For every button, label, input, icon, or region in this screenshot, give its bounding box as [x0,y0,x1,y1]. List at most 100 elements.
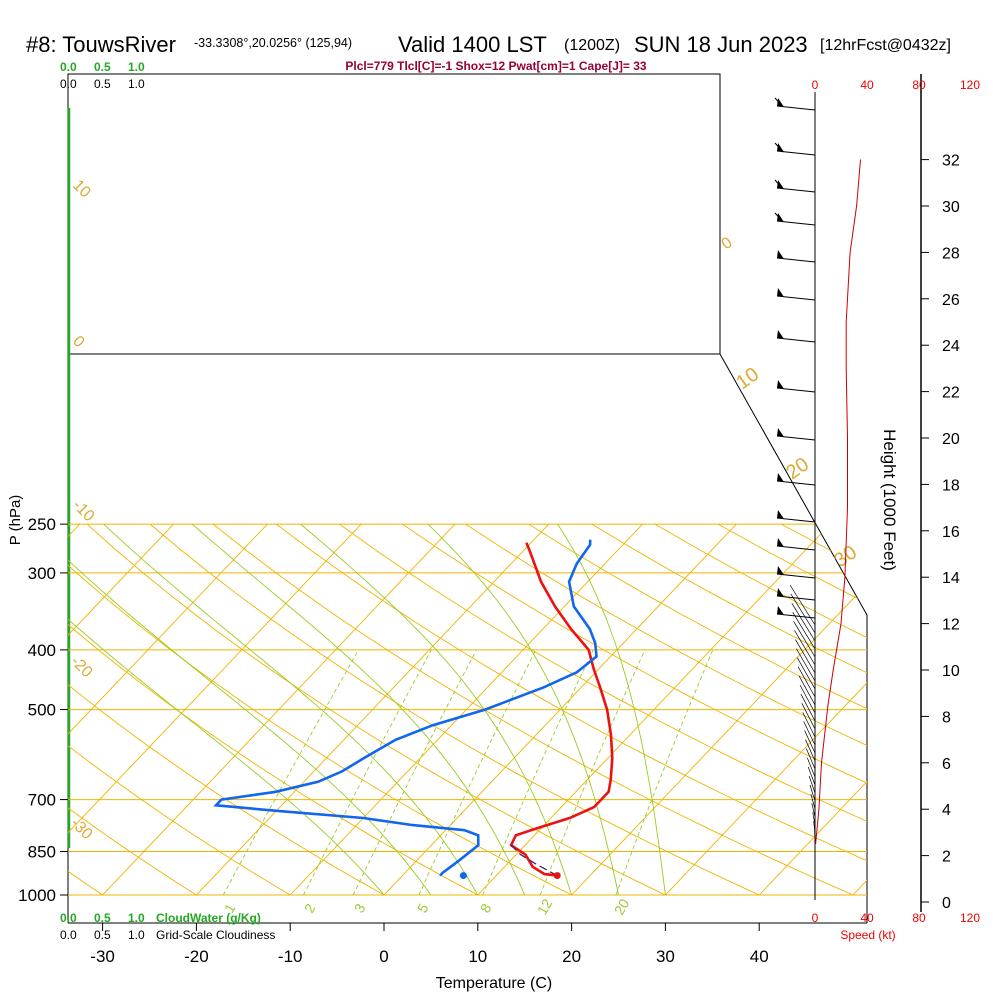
x-tick-label: 10 [468,947,487,966]
wind-barb [809,784,816,802]
plot-frame-left [67,73,721,355]
mixing-ratio-labels: 1 2 3 5 8 12 20 [221,896,633,918]
wind-barb-flag [777,510,784,519]
wind-speed-axis: 0 40 80 120 0 40 80 120 Speed (kt) [812,78,981,942]
height-tick-label: 30 [942,199,960,216]
height-tick-label: 20 [942,431,960,448]
valid-date: SUN 18 Jun 2023 [634,32,808,57]
wind-barb-flag [777,428,784,437]
mixing-ratio-line [303,649,432,896]
isotherm-label: -10 [69,497,97,525]
wind-barb [796,657,816,690]
station-location: -33.3308°,20.0256° (125,94) [194,36,352,50]
wind-top-tick-0: 0 [812,78,819,92]
wind-top-tick-2: 80 [912,78,926,92]
wind-barb-flag [777,250,784,259]
valid-time: Valid 1400 LST [398,32,547,57]
wind-barb-flag [777,213,784,222]
moist-adiabat-line [557,523,666,896]
height-tick-label: 18 [942,477,960,494]
dry-adiabat-line [68,523,291,896]
wind-barb-flag [777,330,784,339]
wind-barb [803,721,816,746]
surface-temperature-marker [553,872,561,880]
wind-speed-line [815,159,861,845]
mixing-ratio-label: 20 [611,896,633,918]
dry-adiabat-line [68,523,197,896]
wind-barb [806,757,816,778]
wind-barb-flag [777,566,784,575]
series-temperature-line [509,542,614,877]
dry-adiabat-line [68,523,479,896]
dry-adiabat-line [339,523,867,896]
isotherm-line [68,523,174,896]
x-tick-label: -10 [278,947,303,966]
station-title: #8: TouwsRiver [26,32,176,57]
dry-adiabat-line [654,523,867,896]
height-tick-label: 26 [942,292,960,309]
isotherm-label: 20 [782,453,813,484]
isotherm-line [289,523,643,896]
wind-barb-feather [774,142,784,153]
cloud-axis-bottom: 0.0 0.5 1.0 CloudWater (g/Kg) 0.0 0.5 1.… [60,911,275,942]
wind-barb [807,766,816,786]
isotherm-line [477,523,831,896]
mixing-ratio-label: 3 [351,901,369,916]
y-tick-label: 850 [28,843,56,862]
cloud-top-green-0: 0.0 [60,60,77,74]
dry-adiabat-line [843,523,867,896]
dry-adiabat-line [149,523,760,896]
wind-barb [811,803,816,818]
wind-speed-label: Speed (kt) [840,928,895,942]
cloud-bottom-black-1: 0.5 [94,928,111,942]
wind-barb [789,584,816,626]
x-axis-ticks: -30 -20 -10 0 10 20 30 40 [90,923,769,966]
height-tick-label: 16 [942,524,960,541]
plot-right-boundary [719,353,868,923]
y-tick-label: 250 [28,515,56,534]
mixing-ratio-line [222,649,359,896]
y-tick-label: 700 [28,791,56,810]
series-parcel-line [510,844,558,877]
mixing-ratio-label: 2 [301,901,319,916]
cloud-top-black-1: 0.5 [94,77,111,91]
isotherm-line [852,523,867,896]
wind-barb [805,739,816,762]
dry-adiabat-line [68,523,385,896]
mixing-ratio-label: 8 [477,901,495,916]
height-tick-label: 8 [942,709,951,726]
wind-barb-flag [777,606,784,615]
mixing-ratio-line [482,649,594,896]
height-tick-label: 24 [942,338,960,355]
height-tick-label: 28 [942,245,960,262]
wind-barb-feather [774,97,784,108]
x-tick-label: 40 [750,947,769,966]
wind-barb-flag [777,538,784,547]
wind-barb [801,703,816,730]
wind-barb [797,666,816,698]
mixing-ratio-line [352,649,477,896]
dry-adiabat-line [0,524,9,895]
wind-bottom-tick-1: 40 [860,911,874,925]
wind-barb-feather [774,179,784,190]
dry-adiabat-line [86,523,666,896]
wind-barbs [774,92,816,900]
wind-barb [790,593,816,634]
wind-bottom-tick-0: 0 [812,911,819,925]
wind-barb [798,675,816,706]
cloud-bottom-green-2: 1.0 [128,911,145,925]
x-tick-label: 20 [562,947,581,966]
valid-zulu: (1200Z) [564,37,620,54]
cloud-bottom-black-2: 1.0 [128,928,145,942]
isotherm-label: 0 [69,333,87,351]
wind-barb-flag [777,588,784,597]
wind-top-tick-3: 120 [960,78,980,92]
isotherm-line [758,523,867,896]
wind-barb-flag [777,180,784,189]
cloud-top-black-0: 0.0 [60,77,77,91]
cloudiness-label: Grid-Scale Cloudiness [156,928,275,942]
height-tick-label: 32 [942,153,960,170]
height-tick-label: 12 [942,617,960,634]
wind-barb [808,775,816,794]
dry-adiabat-line [276,523,867,896]
